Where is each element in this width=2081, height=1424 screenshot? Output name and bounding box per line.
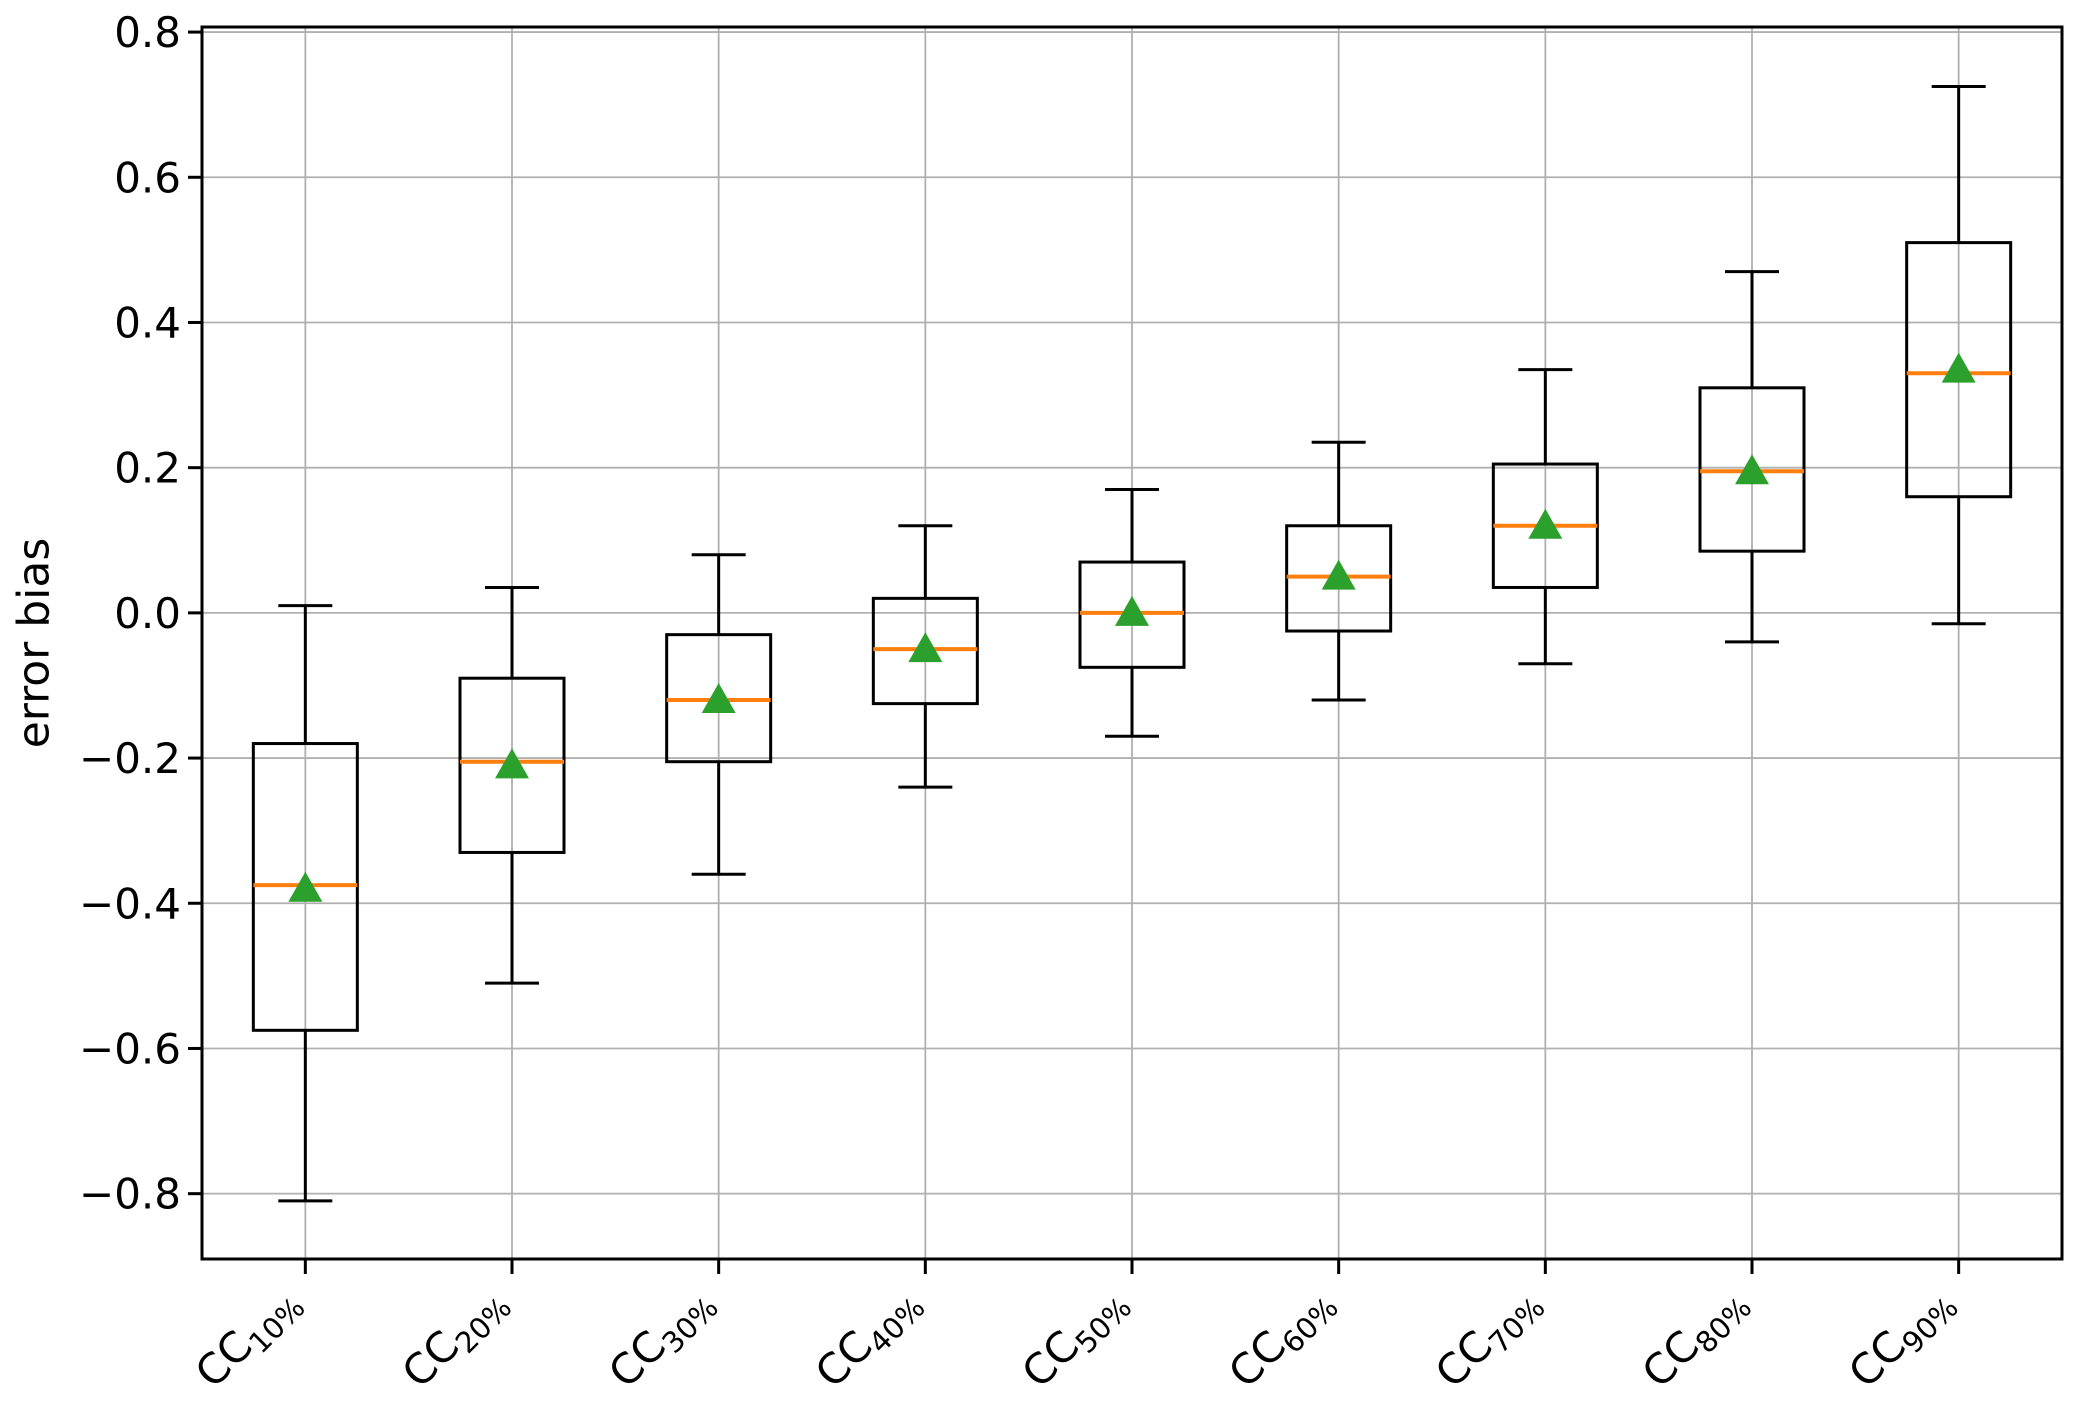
y-tick-label: 0.2 <box>114 444 181 493</box>
y-tick-label: −0.4 <box>79 879 181 928</box>
mean-marker <box>1735 454 1769 485</box>
mean-marker <box>1941 352 1976 383</box>
x-tick-label: CC90% <box>1839 1275 1965 1401</box>
y-tick-label: 0.6 <box>114 153 181 202</box>
x-tick-label: CC70% <box>1426 1275 1552 1401</box>
mean-marker <box>701 682 736 713</box>
y-tick-label: 0.4 <box>114 298 181 347</box>
box-rect-CC20% <box>458 676 566 854</box>
mean-marker <box>1528 508 1563 539</box>
x-tick-label: CC10% <box>186 1275 312 1401</box>
x-tick-label: CC50% <box>1012 1275 1138 1401</box>
x-tick-label: CC80% <box>1632 1275 1758 1401</box>
mean-marker <box>1321 559 1356 590</box>
mean-marker <box>288 871 323 902</box>
mean-marker <box>495 748 529 779</box>
x-tick-label: CC20% <box>392 1275 518 1401</box>
y-tick-label: −0.6 <box>79 1024 181 1073</box>
y-tick-label: 0.8 <box>114 8 181 57</box>
mean-marker <box>908 632 943 663</box>
x-tick-label: CC30% <box>599 1275 725 1401</box>
x-tick-label: CC40% <box>806 1275 932 1401</box>
plot-border <box>200 25 2064 1261</box>
y-tick-label: 0.0 <box>114 589 181 638</box>
x-tick-label: CC60% <box>1219 1275 1345 1401</box>
y-tick-label: −0.8 <box>79 1170 181 1219</box>
box-rect-CC90% <box>1905 241 2013 499</box>
mean-marker <box>1115 595 1149 626</box>
y-tick-label: −0.2 <box>79 734 181 783</box>
